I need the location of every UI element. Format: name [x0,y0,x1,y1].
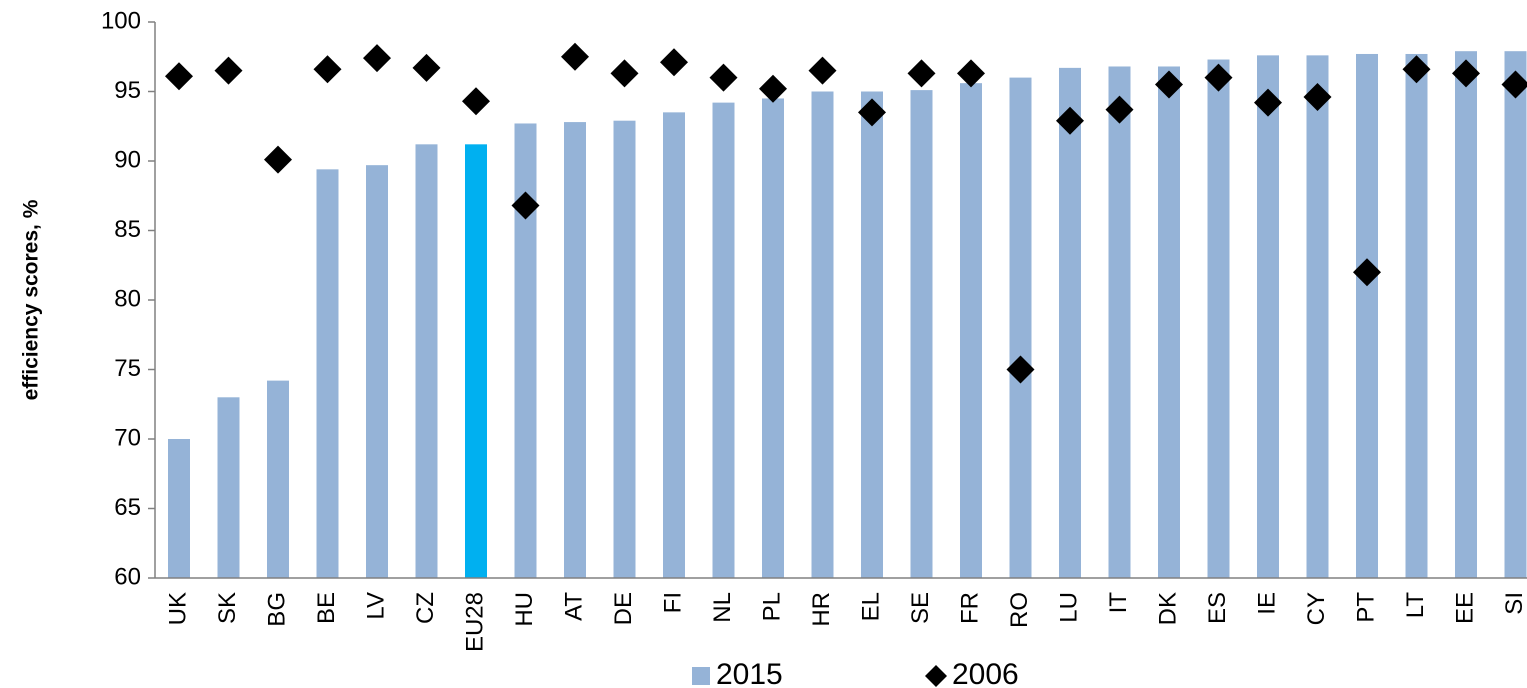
marker [1155,70,1183,99]
marker [363,44,391,73]
x-tick-label: HU [511,592,538,627]
x-tick-label: HR [808,592,835,627]
marker [1501,70,1527,99]
x-tick-label: BG [263,592,290,627]
bar [762,98,784,578]
marker [561,42,589,71]
legend-swatch [692,667,710,685]
bar [1356,53,1378,579]
legend-label: 2006 [952,658,1019,688]
bar [1207,59,1230,578]
marker [808,56,837,85]
x-tick-label: ES [1204,592,1231,624]
marker [957,59,985,88]
bar [1108,66,1131,578]
x-tick-label: SK [214,592,241,624]
bar [564,122,586,578]
bar [960,83,982,578]
x-tick-label: FI [659,592,686,613]
bar [267,380,289,578]
legend-swatch [925,665,947,687]
bar [366,165,388,579]
marker [1105,95,1134,124]
marker [214,56,243,85]
y-tick-label: 75 [114,355,141,382]
y-axis-label: efficiency scores, % [20,199,43,400]
marker [1353,258,1381,287]
x-tick-label: LV [362,592,389,620]
marker [759,74,787,103]
bar [1405,53,1428,579]
x-tick-label: FR [956,592,983,624]
marker [907,59,936,88]
bar [1009,77,1032,578]
bar [217,397,240,578]
y-tick-label: 70 [114,424,141,451]
marker [1303,83,1332,112]
y-tick-label: 85 [114,216,141,243]
x-tick-label: DK [1154,592,1181,625]
bar [861,91,883,578]
bar [811,91,834,578]
x-tick-label: IE [1253,592,1280,615]
x-tick-label: LT [1402,592,1429,619]
y-tick-label: 95 [114,77,141,104]
bar [1158,66,1180,578]
bar [1504,51,1527,578]
marker [1402,55,1431,84]
bar [415,144,438,578]
bar [1455,51,1477,578]
x-tick-label: EL [857,592,884,621]
marker [264,145,292,174]
marker [1204,63,1233,92]
x-tick-label: IT [1105,592,1132,614]
x-tick-label: UK [164,592,191,625]
marker [709,63,738,92]
x-tick-label: RO [1006,592,1033,628]
bar [910,90,933,579]
x-tick-label: PL [758,592,785,621]
x-tick-label: BE [313,592,340,624]
marker [660,48,688,77]
bar [1257,55,1279,579]
bar [168,439,190,578]
x-tick-label: SI [1501,592,1527,615]
marker [1452,59,1480,88]
marker [165,62,193,91]
x-tick-label: PT [1352,592,1379,623]
bar [316,169,339,578]
marker [462,87,490,116]
x-tick-label: LU [1055,592,1082,623]
marker [1254,88,1282,117]
x-tick-label: SE [907,592,934,624]
y-tick-label: 65 [114,494,141,521]
x-tick-label: EE [1451,592,1478,624]
bar [514,123,537,578]
x-tick-label: CZ [412,592,439,624]
marker [610,59,639,88]
x-tick-label: EU28 [461,592,488,652]
bar [712,102,735,579]
x-tick-label: AT [560,592,587,621]
bar [663,112,685,578]
bar [1059,67,1081,579]
bar [465,144,487,578]
x-tick-label: NL [709,592,736,623]
marker [511,191,540,220]
y-tick-label: 80 [114,285,141,312]
marker [1006,355,1035,384]
marker [1056,106,1084,135]
bar [1306,55,1329,579]
x-tick-label: DE [610,592,637,625]
y-tick-label: 60 [114,563,141,590]
y-tick-label: 90 [114,146,141,173]
y-tick-label: 100 [101,7,141,34]
marker [412,53,441,82]
marker [858,98,886,127]
legend-label: 2015 [716,658,783,688]
marker [313,55,342,84]
x-tick-label: CY [1303,592,1330,625]
bar [613,120,636,578]
